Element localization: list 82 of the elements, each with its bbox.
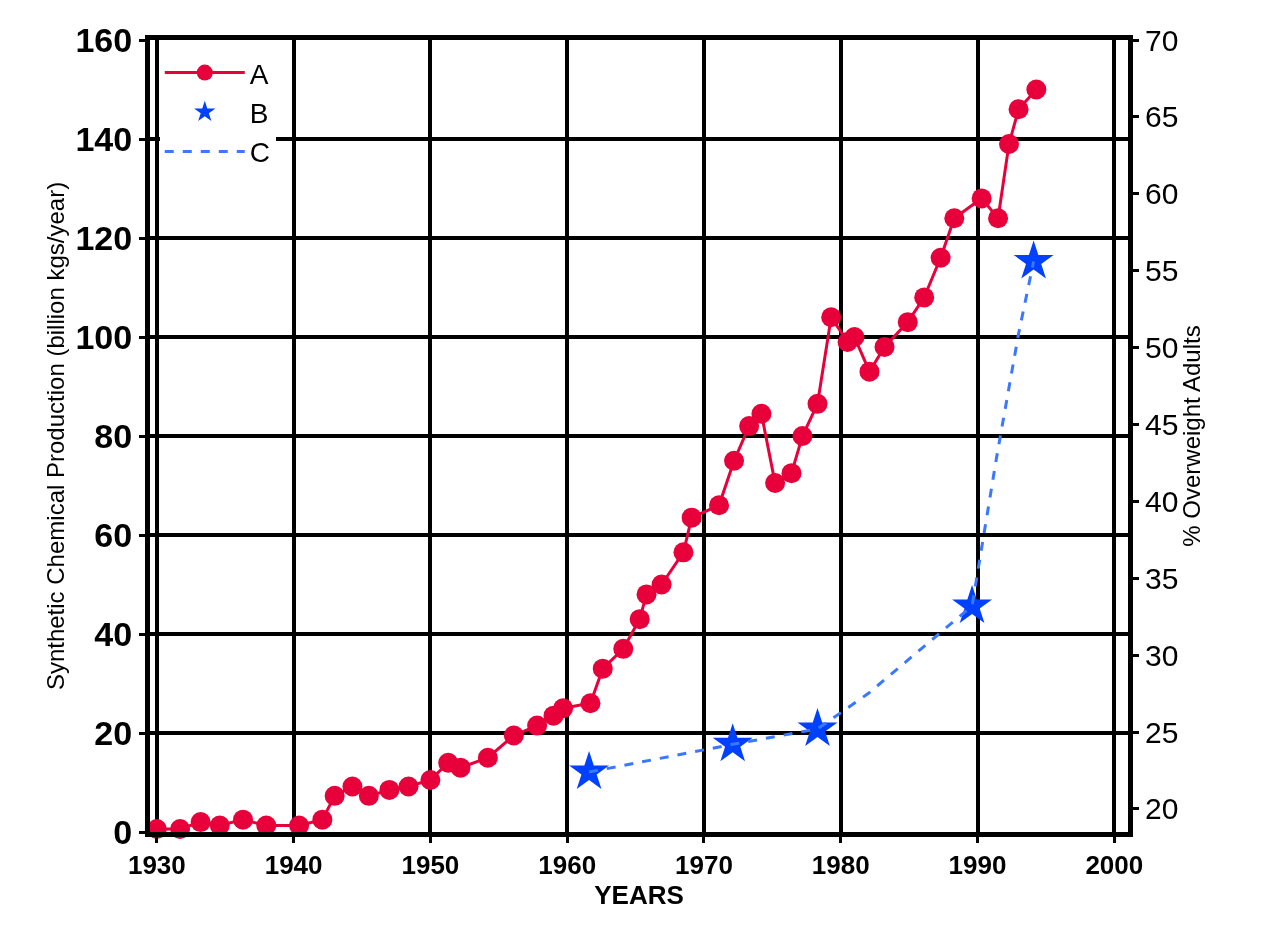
point [930,247,951,268]
point [844,327,865,347]
point [651,574,672,595]
y2-tick-label: 70 [1145,23,1179,57]
point [420,770,441,791]
point [751,403,772,424]
y-tick-label: 160 [75,20,133,59]
y-tick-label: 120 [75,218,133,257]
x-tick-label: 1960 [538,850,597,881]
x-tick-label: 1930 [127,850,186,881]
legend-label: B [249,97,269,129]
point [1026,79,1047,100]
y-tick-label: 80 [94,416,133,455]
y-tick-label: 20 [94,713,133,752]
y-tick-label: 0 [113,812,133,851]
point [999,133,1019,154]
point [629,609,650,630]
x-tick-label: 1980 [811,850,870,881]
point [1013,240,1054,279]
y2-tick-label: 20 [1145,792,1179,826]
point [724,450,745,471]
point [450,757,471,778]
point [874,336,895,357]
point [781,463,802,484]
y2-tick-label: 50 [1145,331,1179,365]
point [821,307,842,328]
x-tick-label: 1970 [675,850,733,881]
point [553,698,574,719]
x-tick-label: 1950 [401,850,460,881]
point [580,693,601,714]
point [477,747,498,768]
y2-tick-label: 45 [1145,407,1179,441]
y2-tick-label: 35 [1145,561,1179,595]
legend-label: C [249,137,271,169]
point [1008,99,1029,120]
y2-tick-label: 40 [1145,484,1179,518]
point [807,393,828,414]
y2-tick-label: 65 [1145,100,1179,134]
y2-tick-label: 55 [1145,254,1179,288]
point [636,584,657,605]
y2-tick-label: 60 [1145,177,1179,211]
y-tick-label: 140 [75,119,133,158]
point [312,809,333,830]
point [527,715,548,736]
y-tick-label: 40 [94,614,133,653]
point [914,287,935,308]
point [712,723,753,762]
point [971,188,992,209]
x-tick-label: 1990 [948,850,1007,881]
point [233,809,254,830]
point [673,542,694,563]
point [739,416,760,437]
y-axis-title: Synthetic Chemical Production (billion kgs/year) [41,181,69,691]
point [503,725,524,746]
point [569,751,610,790]
point [709,495,730,516]
y2-tick-label: 30 [1145,638,1179,672]
point [358,785,379,806]
point [952,584,993,623]
point [592,658,613,679]
y-tick-label: 100 [75,317,133,356]
point [944,208,965,229]
point [897,312,918,333]
point [190,812,211,833]
x-tick-label: 1940 [264,850,323,881]
y-tick-label: 60 [94,515,133,554]
x-axis-title: YEARS [594,880,684,911]
point [342,776,363,797]
y2-tick-label: 25 [1145,715,1179,749]
point [613,638,634,659]
point [988,208,1009,229]
legend-label: A [249,58,269,90]
point [765,473,786,494]
point [859,361,880,382]
point [379,779,400,800]
point [797,707,838,746]
point [398,776,419,797]
x-tick-label: 2000 [1085,850,1144,881]
y2-axis-title: % Overweight Adults [1178,325,1206,547]
point [324,785,345,806]
point [792,426,813,446]
point [681,507,702,528]
